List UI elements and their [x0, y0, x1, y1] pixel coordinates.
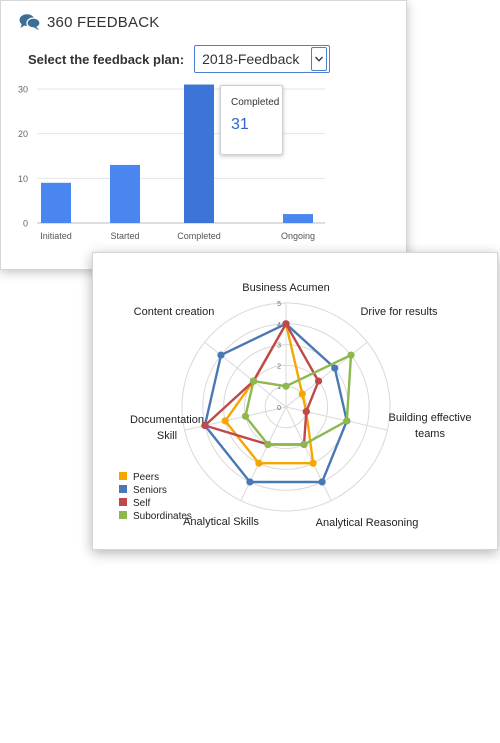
x-tick-label: Ongoing	[281, 231, 315, 241]
y-tick-label: 10	[18, 174, 28, 184]
legend-swatch	[119, 511, 127, 519]
radar-axis-label: Analytical Reasoning	[316, 517, 419, 529]
app-title: 360 FEEDBACK	[47, 13, 160, 31]
x-tick-label: Completed	[177, 231, 221, 241]
series-point-subordinates	[241, 412, 250, 420]
series-point-self	[282, 320, 290, 328]
plan-select[interactable]: 2018-Feedback	[194, 45, 331, 73]
series-point-subordinates	[300, 440, 308, 449]
plan-selector-row: Select the feedback plan: 2018-Feedback	[28, 44, 331, 74]
legend-label: Subordinates	[133, 511, 192, 522]
radar-tick-label: 4	[277, 322, 281, 329]
radar-tick-label: 0	[277, 405, 281, 412]
series-point-peers	[255, 459, 263, 467]
series-line-subordinates	[244, 353, 353, 446]
series-point-peers	[221, 417, 229, 425]
series-point-subordinates	[343, 417, 351, 425]
bar-completed	[184, 84, 214, 224]
radar-tick-label: 1	[277, 384, 281, 391]
series-point-seniors	[246, 478, 254, 486]
tooltip-label: Completed	[231, 97, 280, 108]
bar-ongoing	[283, 214, 313, 223]
bar-tooltip: Completed 31	[220, 85, 283, 155]
bar-initiated	[41, 182, 71, 223]
series-point-self	[201, 421, 209, 430]
plan-select-value: 2018-Feedback	[202, 51, 300, 67]
series-point-subordinates	[249, 377, 258, 385]
tooltip-value: 31	[231, 116, 249, 133]
radar-axis-label: Business Acumen	[242, 282, 329, 294]
series-point-seniors	[217, 351, 225, 359]
status-bar-chart: 0 10 20 30 Initiated Started Completed Ongoing	[18, 84, 325, 241]
series-point-seniors	[318, 478, 326, 486]
radar-tick-label: 2	[277, 363, 281, 370]
legend-label: Self	[133, 498, 150, 509]
x-tick-label: Started	[110, 231, 139, 241]
y-tick-label: 20	[18, 129, 28, 139]
app-header: 360 FEEDBACK	[19, 10, 159, 34]
radar-tick-label: 3	[277, 343, 281, 350]
speech-bubbles-icon	[19, 14, 41, 31]
legend-swatch	[119, 498, 127, 506]
radar-axis-label: Documentation Skill	[130, 414, 204, 442]
series-point-subordinates	[347, 351, 355, 359]
series-point-peers	[309, 459, 317, 467]
series-line-self	[203, 322, 320, 446]
series-point-seniors	[331, 364, 339, 372]
bar-started	[110, 164, 140, 223]
legend-swatch	[119, 472, 127, 480]
series-line-seniors	[203, 322, 349, 484]
radar-axis-label: Building effective teams	[389, 412, 472, 440]
feedback-status-panel: 360 FEEDBACK Select the feedback plan: 2…	[0, 0, 407, 270]
radar-axis-label: Drive for results	[360, 306, 438, 318]
plan-label: Select the feedback plan:	[28, 51, 185, 67]
series-point-peers	[298, 390, 306, 398]
radar-tick-label: 5	[277, 301, 281, 308]
legend-label: Peers	[133, 472, 159, 483]
series-point-self	[314, 377, 323, 385]
competency-radar-chart: 0 1 2 3 4 5 Business Acumen Drive for results Bu…	[119, 282, 472, 529]
legend-label: Seniors	[133, 485, 167, 496]
chevron-down-icon[interactable]	[311, 47, 328, 71]
radar-axis-label: Content creation	[134, 306, 215, 318]
series-point-subordinates	[282, 382, 290, 390]
competency-radar-panel: 0 1 2 3 4 5 Business Acumen Drive for results Bu…	[92, 252, 498, 550]
radar-axis-label: Analytical Skills	[183, 516, 259, 528]
y-tick-label: 0	[23, 219, 28, 229]
series-point-self	[302, 408, 310, 416]
series-point-subordinates	[264, 440, 272, 449]
x-tick-label: Initiated	[40, 231, 72, 241]
y-tick-label: 30	[18, 85, 28, 95]
legend-swatch	[119, 485, 127, 493]
